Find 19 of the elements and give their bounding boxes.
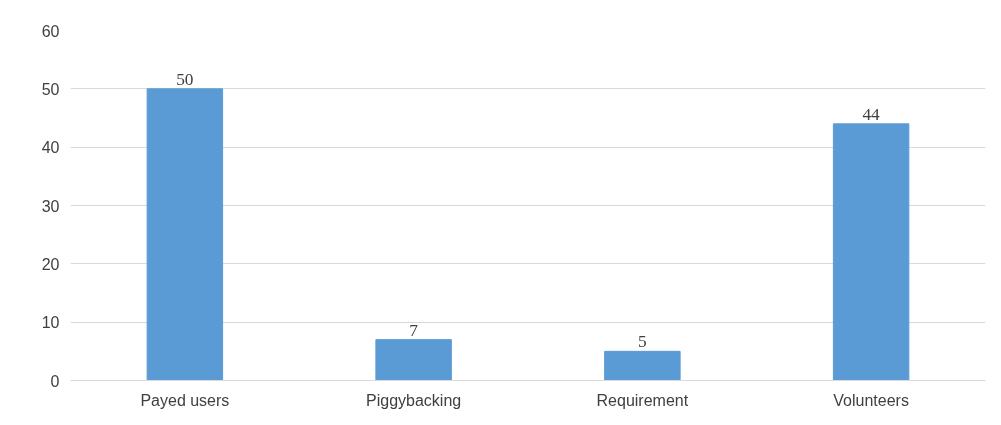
y-tick-label: 50 <box>41 80 60 98</box>
data-label: 7 <box>409 320 419 340</box>
data-label: 44 <box>862 104 881 124</box>
y-tick-label: 20 <box>41 255 60 273</box>
y-tick-label: 30 <box>41 197 60 215</box>
x-tick-label: Volunteers <box>833 391 909 409</box>
y-tick-label: 60 <box>41 22 60 40</box>
data-label: 5 <box>638 332 647 352</box>
x-tick-label: Piggybacking <box>366 391 462 409</box>
x-tick-label: Payed users <box>140 391 230 409</box>
y-tick-label: 0 <box>50 372 60 390</box>
y-tick-label: 40 <box>41 139 60 157</box>
data-label: 50 <box>176 69 194 89</box>
bar <box>375 339 452 381</box>
y-tick-label: 10 <box>41 314 60 332</box>
bar <box>604 350 681 381</box>
bar <box>146 88 224 381</box>
x-tick-label: Requirement <box>596 391 689 409</box>
bar <box>832 123 910 381</box>
